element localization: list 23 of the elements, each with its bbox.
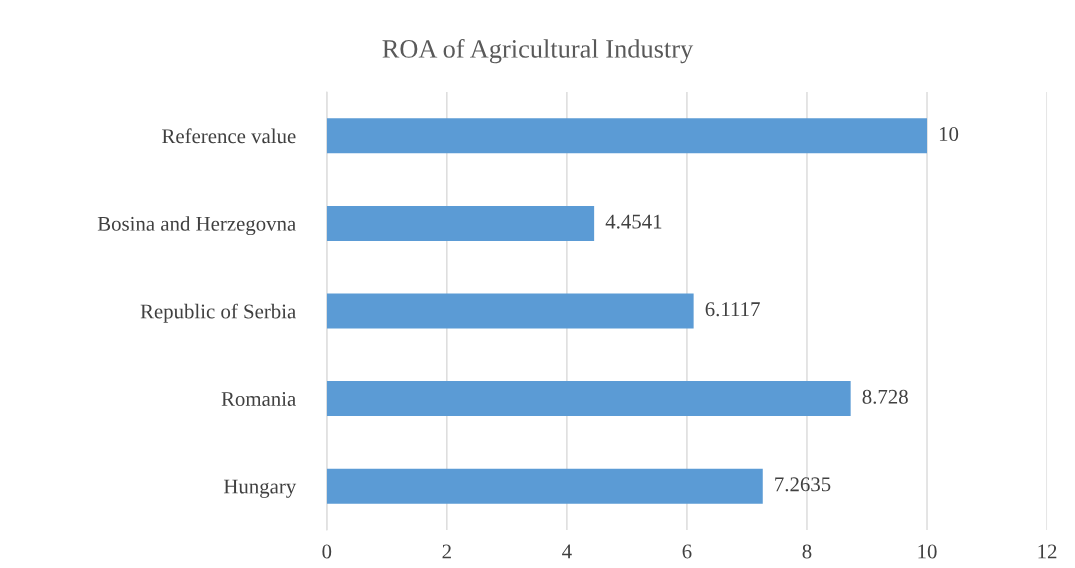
x-tick-label: 12 (1038, 544, 1057, 559)
y-tick-label: Hungary (223, 479, 297, 498)
bar (326, 468, 763, 504)
x-tick-label: 0 (322, 544, 332, 559)
data-label: 6.1117 (705, 302, 760, 317)
data-label: 4.4541 (605, 214, 662, 229)
y-tick-label: Republic of Serbia (140, 303, 296, 323)
data-label: 7.2635 (775, 477, 831, 492)
y-tick-label: Reference value (162, 128, 296, 144)
y-tick-label: Romania (221, 392, 296, 406)
x-tick-label: 10 (918, 544, 937, 559)
data-label: 8.728 (862, 389, 908, 404)
bar (326, 205, 595, 241)
x-tick-label: 8 (802, 544, 812, 559)
x-tick-label: 2 (442, 544, 451, 559)
x-tick-label: 4 (562, 544, 572, 559)
x-tick-label: 6 (682, 544, 692, 559)
bar (326, 293, 694, 329)
y-tick-label: Bosina and Herzegovna (97, 216, 296, 236)
bar (326, 381, 851, 417)
chart-title: ROA of Agricultural Industry (382, 38, 694, 64)
bar (326, 118, 928, 154)
data-label: 10 (939, 126, 959, 142)
